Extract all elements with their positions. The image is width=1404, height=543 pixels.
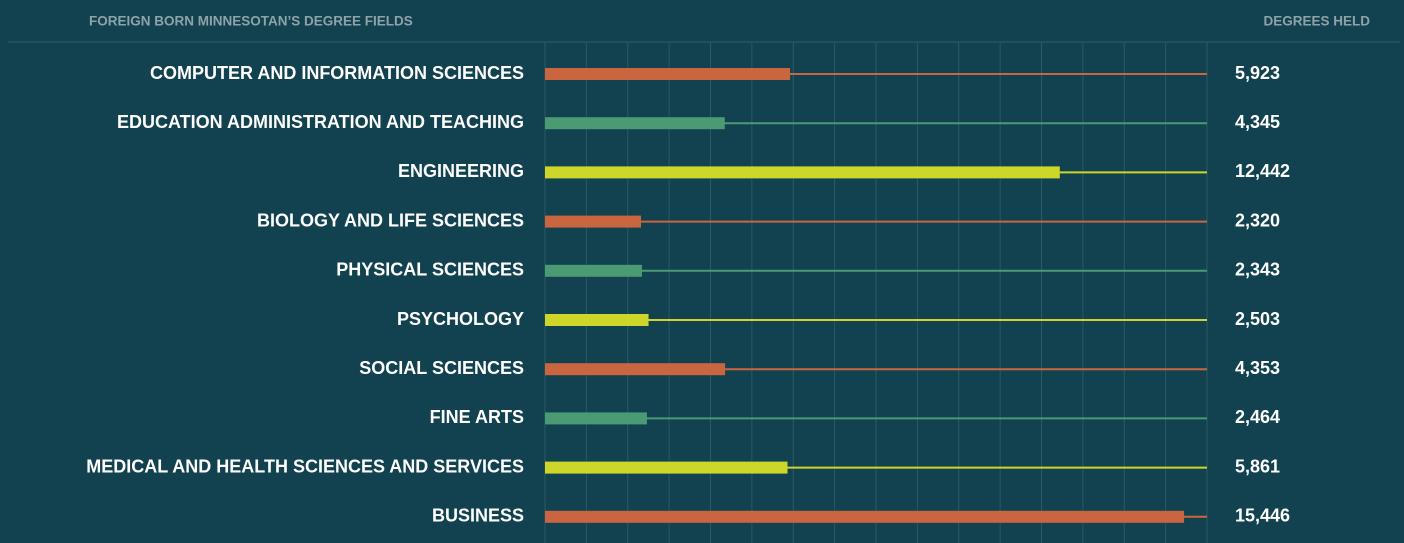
- bar: [545, 363, 726, 376]
- bar: [545, 68, 791, 80]
- category-label: PSYCHOLOGY: [397, 309, 524, 329]
- category-label: ENGINEERING: [398, 161, 524, 181]
- value-label: 5,861: [1235, 456, 1280, 476]
- value-label: 2,464: [1235, 407, 1280, 427]
- value-label: 2,343: [1235, 260, 1280, 280]
- value-header: DEGREES HELD: [1263, 14, 1370, 29]
- category-label: FINE ARTS: [430, 407, 524, 427]
- category-label: EDUCATION ADMINISTRATION AND TEACHING: [117, 112, 524, 132]
- bar: [545, 117, 725, 130]
- value-label: 4,353: [1235, 358, 1280, 378]
- bar: [545, 314, 649, 326]
- category-label: COMPUTER AND INFORMATION SCIENCES: [150, 63, 524, 83]
- category-label: SOCIAL SCIENCES: [359, 358, 524, 378]
- value-label: 2,503: [1235, 309, 1280, 329]
- category-label: BIOLOGY AND LIFE SCIENCES: [257, 210, 524, 230]
- value-label: 5,923: [1235, 63, 1280, 83]
- value-label: 4,345: [1235, 112, 1280, 132]
- value-label: 2,320: [1235, 210, 1280, 230]
- bar: [545, 412, 647, 425]
- value-label: 12,442: [1235, 161, 1290, 181]
- category-label: PHYSICAL SCIENCES: [336, 260, 524, 280]
- bar: [545, 264, 642, 277]
- category-label: BUSINESS: [432, 506, 524, 526]
- bar: [545, 510, 1185, 523]
- chart-title: FOREIGN BORN MINNESOTAN’S DEGREE FIELDS: [89, 14, 413, 29]
- category-label: MEDICAL AND HEALTH SCIENCES AND SERVICES: [86, 456, 524, 476]
- bar: [545, 461, 788, 474]
- bar: [545, 215, 641, 228]
- value-label: 15,446: [1235, 506, 1290, 526]
- bar: [545, 166, 1060, 179]
